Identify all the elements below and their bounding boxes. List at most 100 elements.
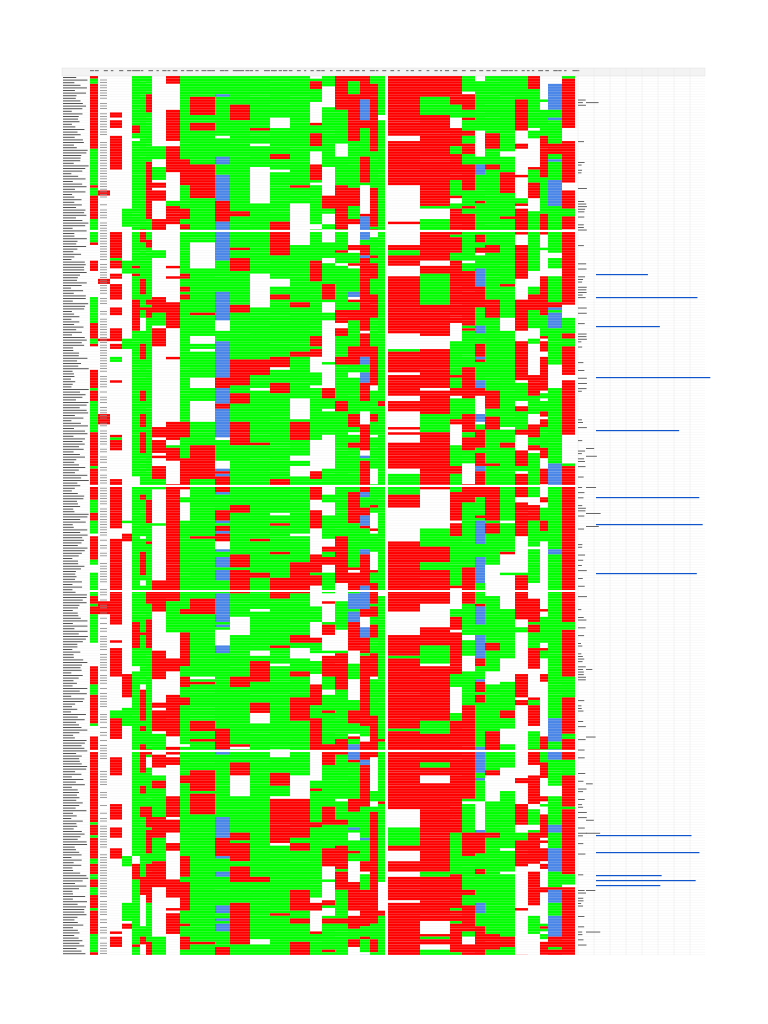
row-name <box>63 186 87 188</box>
cell-block <box>475 502 485 511</box>
row-name <box>63 750 88 752</box>
cell-block <box>180 299 190 318</box>
cell-block <box>132 486 140 516</box>
cell-block <box>180 276 190 279</box>
cell-link[interactable] <box>596 497 700 499</box>
cell-link[interactable] <box>596 524 703 526</box>
row-date <box>100 209 107 211</box>
cell-link[interactable] <box>596 326 660 328</box>
cell-block <box>462 146 475 154</box>
cell-block <box>152 440 166 453</box>
cell-block <box>90 596 98 604</box>
cell-block <box>180 323 190 352</box>
cell-block <box>548 562 562 581</box>
cell-block <box>348 850 360 854</box>
cell-block <box>450 250 462 253</box>
cell-block <box>215 923 230 932</box>
row-name <box>63 919 75 921</box>
cell-block <box>132 676 140 690</box>
note-text <box>578 492 585 494</box>
cell-block <box>370 580 378 583</box>
note-text <box>578 679 586 681</box>
row-date <box>100 142 107 143</box>
cell-block <box>132 333 140 336</box>
cell-block <box>215 523 230 526</box>
cell-block <box>322 952 335 955</box>
cell-block <box>132 726 140 750</box>
cell-block <box>180 520 190 524</box>
row-name <box>63 253 82 255</box>
row-name <box>63 799 77 801</box>
row-name <box>63 407 80 409</box>
cell-block <box>110 931 122 934</box>
cell-link[interactable] <box>596 875 662 877</box>
cell-block <box>475 666 485 680</box>
cell-link[interactable] <box>596 377 711 379</box>
cell-block <box>190 718 215 721</box>
cell-block <box>515 853 528 867</box>
row-date <box>100 773 107 775</box>
row-name <box>63 602 87 604</box>
cell-block <box>140 744 146 773</box>
cell-link[interactable] <box>596 297 698 299</box>
cell-link[interactable] <box>596 573 697 575</box>
cell-block <box>90 94 98 113</box>
cell-link[interactable] <box>596 885 661 887</box>
note-text <box>578 263 587 265</box>
row-date <box>100 877 107 879</box>
cell-block <box>335 356 348 365</box>
cell-block <box>140 307 146 310</box>
cell-link[interactable] <box>596 852 700 854</box>
cell-block <box>90 814 98 817</box>
row-name <box>63 659 84 661</box>
cell-block <box>146 190 152 219</box>
note-text <box>578 656 583 657</box>
cell-block <box>462 484 475 503</box>
cell-block <box>90 159 98 167</box>
cell-block <box>270 302 290 316</box>
cell-block <box>190 421 215 430</box>
cell-block <box>146 341 152 349</box>
header-text <box>148 70 154 72</box>
cell-block <box>250 882 270 890</box>
cell-block <box>190 707 215 711</box>
row-name <box>63 181 73 182</box>
cell-block <box>140 632 146 635</box>
cell-block <box>132 86 140 89</box>
header-text <box>127 70 132 72</box>
row-name <box>63 901 88 903</box>
cell-block <box>500 549 515 552</box>
cell-block <box>335 328 348 336</box>
row-name <box>63 521 86 523</box>
cell-block <box>250 125 270 128</box>
cell-block <box>370 83 378 87</box>
cell-block <box>140 377 146 391</box>
cell-block <box>562 882 575 885</box>
row-date <box>100 794 107 796</box>
cell-block <box>475 234 485 243</box>
cell-block <box>310 554 322 563</box>
row-name <box>63 329 77 331</box>
cell-block <box>475 518 485 521</box>
cell-block <box>270 276 290 279</box>
header-text <box>362 70 365 72</box>
row-name <box>63 695 72 697</box>
cell-link[interactable] <box>596 880 696 882</box>
cell-link[interactable] <box>596 430 680 432</box>
cell-block <box>322 905 335 908</box>
cell-block <box>475 325 485 334</box>
row-date <box>100 578 107 580</box>
cell-block <box>270 200 290 209</box>
cell-block <box>360 918 370 927</box>
row-date <box>100 456 107 458</box>
cell-link[interactable] <box>596 274 648 276</box>
cell-block <box>450 720 462 739</box>
cell-block <box>378 499 385 508</box>
row-name <box>63 677 79 679</box>
cell-link[interactable] <box>596 835 692 837</box>
note-text <box>578 487 583 488</box>
cell-block <box>90 666 98 685</box>
cell-block <box>270 161 290 165</box>
cell-block <box>250 759 270 763</box>
cell-block <box>250 130 270 134</box>
